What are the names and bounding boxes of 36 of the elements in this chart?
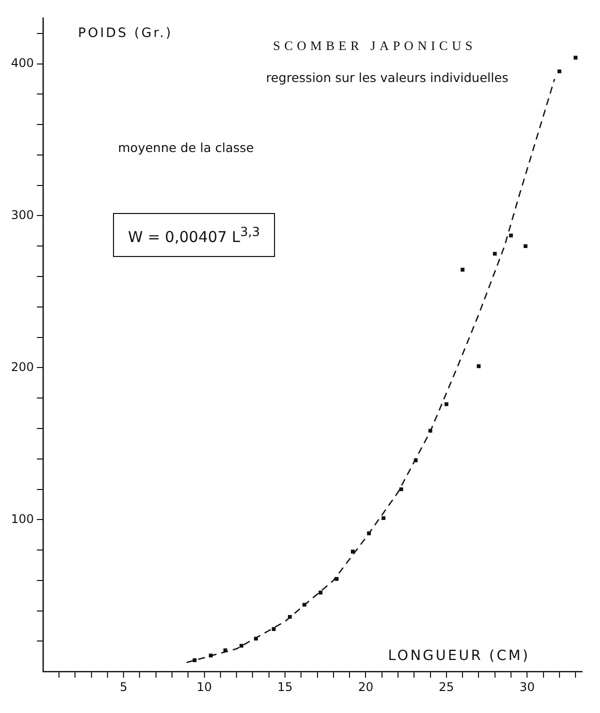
point (460, 268, 464, 272)
x-tick-label: 10 (196, 680, 212, 694)
x-tick-label: 5 (120, 680, 128, 694)
x-tick-label: 20 (358, 680, 374, 694)
point (557, 69, 562, 74)
point (509, 234, 513, 238)
point (444, 402, 448, 406)
point (318, 590, 322, 594)
point (240, 644, 244, 648)
x-tick-label: 30 (519, 680, 535, 694)
point (208, 654, 213, 658)
point (492, 252, 497, 256)
y-tick-label: 300 (11, 208, 34, 222)
point (334, 576, 339, 581)
point (350, 550, 355, 554)
x-tick-label: 25 (438, 680, 454, 694)
text: regression sur les valeurs individuelles (266, 70, 508, 85)
point (524, 244, 528, 248)
point (288, 614, 292, 619)
point (574, 56, 578, 60)
x-tick-label: 15 (277, 680, 293, 694)
point (192, 658, 197, 662)
point (382, 516, 386, 520)
y-tick-label: 100 (11, 512, 34, 526)
y-axis-title: POIDS (Gr.) (78, 26, 173, 41)
text: SCOMBER JAPONICUS (273, 38, 476, 54)
y-tick-label: 400 (11, 56, 34, 70)
point (367, 531, 371, 536)
point (414, 458, 418, 462)
annotation: moyenne de la classe (118, 140, 254, 155)
annotation: W = 0,00407 L$^{3,3}$ (113, 213, 275, 257)
point (272, 627, 276, 631)
point (254, 636, 258, 641)
y-tick-label: 200 (11, 360, 34, 374)
point (302, 602, 306, 607)
x-axis-title: LONGUEUR (CM) (388, 648, 530, 664)
